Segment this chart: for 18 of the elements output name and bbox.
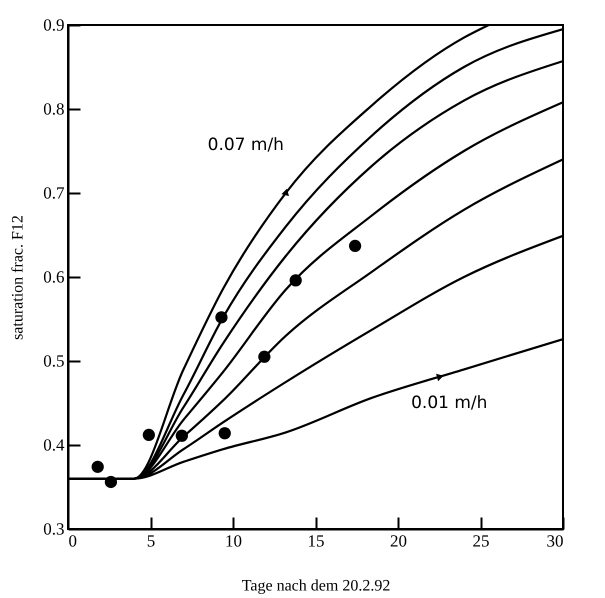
y-tick-label: 0.3 (43, 520, 64, 538)
annotation: 0.07 m/h (208, 135, 284, 155)
annotation: 0.01 m/h (411, 392, 488, 413)
y-axis-title: saturation frac. F12 (9, 215, 26, 340)
x-tick-label: 0 (68, 532, 77, 550)
y-tick-label: 0.5 (43, 352, 64, 370)
x-tick-label: 30 (546, 532, 564, 550)
y-tick-label: 0.9 (43, 16, 64, 34)
x-tick-label: 5 (146, 532, 156, 550)
y-tick-label: 0.7 (43, 184, 65, 202)
x-axis-title: Tage nach dem 20.2.92 (242, 578, 390, 594)
y-tick-label: 0.6 (43, 268, 64, 286)
y-tick-label: 0.4 (43, 436, 65, 454)
y-tick-label: 0.8 (43, 100, 64, 118)
x-tick-label: 20 (390, 532, 407, 550)
x-tick-label: 15 (308, 532, 324, 550)
x-tick-label: 10 (225, 532, 242, 550)
x-tick-label: 25 (472, 532, 490, 550)
